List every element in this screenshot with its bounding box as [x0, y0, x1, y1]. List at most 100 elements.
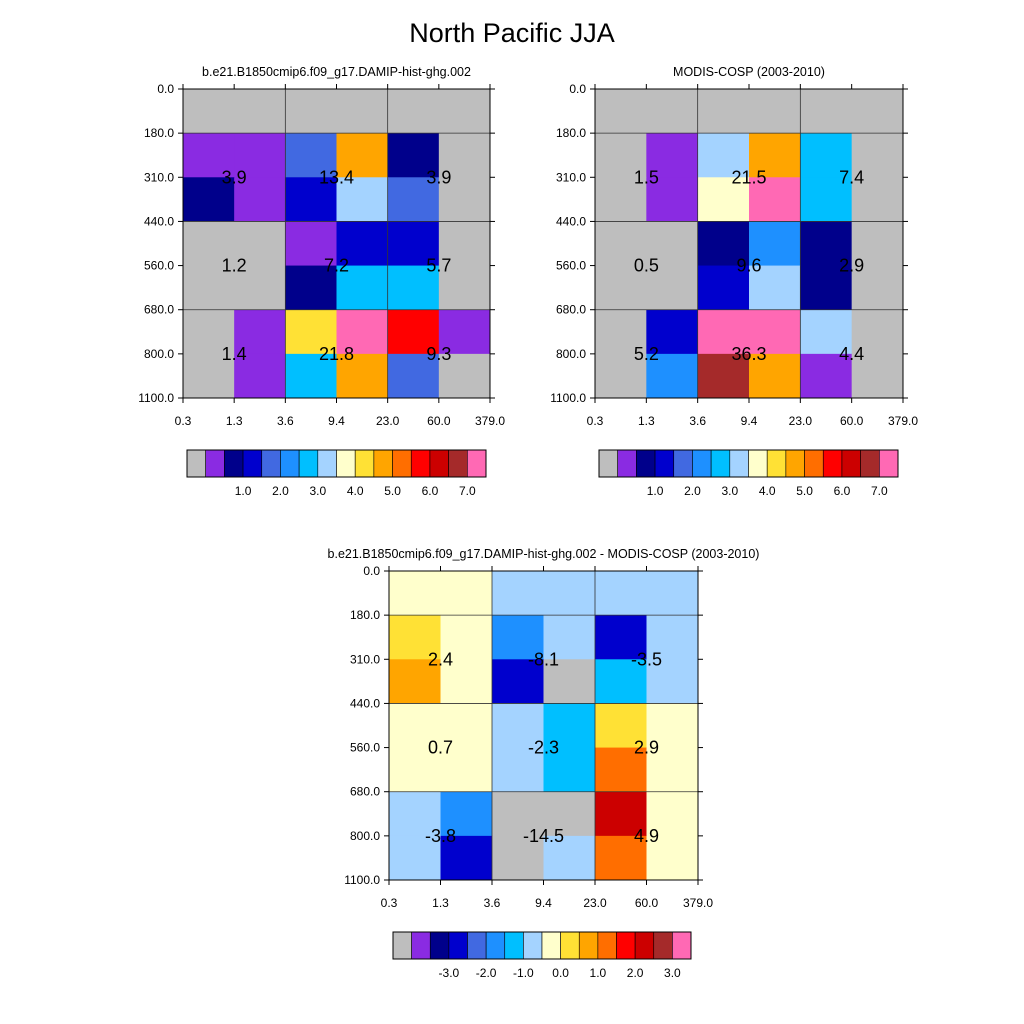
heatmap-cell — [183, 89, 235, 134]
data-label: -8.1 — [528, 649, 559, 669]
y-tick-label: 680.0 — [556, 303, 586, 317]
colorbar-swatch — [653, 931, 673, 960]
heatmap-cell — [697, 177, 750, 222]
heatmap-cell — [285, 309, 337, 355]
data-label: 13.4 — [319, 167, 354, 187]
heatmap-cell — [646, 571, 699, 616]
heatmap-cell — [389, 659, 441, 704]
heatmap-cell — [800, 265, 853, 311]
data-label: 3.9 — [222, 167, 247, 187]
heatmap-cell — [595, 703, 647, 749]
colorbar-label: 2.0 — [627, 966, 644, 980]
x-tick-label: 0.3 — [587, 414, 604, 428]
colorbar-label: 2.0 — [272, 484, 289, 498]
x-tick-label: 9.4 — [328, 414, 345, 428]
x-tick-label: 1.3 — [638, 414, 655, 428]
colorbar-label: 3.0 — [721, 484, 738, 498]
heatmap-cell — [492, 615, 544, 660]
data-label: 2.9 — [634, 738, 659, 758]
colorbar-swatch — [673, 449, 693, 478]
colorbar-swatch — [504, 931, 524, 960]
colorbar-label: 7.0 — [459, 484, 476, 498]
colorbar-swatch — [672, 931, 692, 960]
y-tick-label: 680.0 — [144, 303, 174, 317]
colorbar-swatch — [692, 449, 712, 478]
colorbar-swatch — [523, 931, 543, 960]
heatmap-cell — [438, 221, 491, 267]
heatmap-cell — [646, 177, 699, 222]
heatmap-cell — [851, 177, 904, 222]
heatmap-cell — [389, 791, 441, 837]
heatmap-cell — [183, 221, 235, 267]
heatmap-cell — [595, 353, 647, 399]
y-tick-label: 180.0 — [144, 126, 174, 140]
heatmap-cell — [646, 353, 699, 399]
y-tick-label: 800.0 — [350, 829, 380, 843]
heatmap-cell — [749, 353, 801, 399]
heatmap-cell — [595, 221, 647, 267]
heatmap-cell — [336, 353, 389, 399]
x-tick-label: 3.6 — [277, 414, 294, 428]
heatmap-cell — [285, 133, 337, 178]
heatmap-cell — [492, 571, 544, 616]
heatmap-cell — [285, 265, 337, 311]
colorbar-label: 5.0 — [796, 484, 813, 498]
y-tick-label: 0.0 — [157, 82, 174, 96]
heatmap-cell — [234, 265, 286, 311]
heatmap-cell — [595, 89, 647, 134]
heatmap-cell — [800, 221, 853, 267]
data-label: 0.5 — [634, 256, 659, 276]
heatmap-cell — [800, 309, 853, 355]
heatmap-cell — [543, 615, 596, 660]
heatmap-cell — [234, 177, 286, 222]
heatmap-cell — [595, 265, 647, 311]
heatmap-cell — [646, 221, 699, 267]
heatmap-cell — [595, 177, 647, 222]
data-label: 1.2 — [222, 256, 247, 276]
heatmap-cell — [438, 177, 491, 222]
heatmap-cell — [697, 221, 750, 267]
heatmap-cell — [285, 353, 337, 399]
colorbar-label: 0.0 — [552, 966, 569, 980]
heatmap-cell — [438, 133, 491, 178]
heatmap-cell — [183, 177, 235, 222]
x-tick-label: 379.0 — [683, 896, 713, 910]
colorbar-label: 6.0 — [834, 484, 851, 498]
colorbar-label: 4.0 — [759, 484, 776, 498]
y-tick-label: 440.0 — [144, 214, 174, 228]
x-tick-label: 3.6 — [484, 896, 501, 910]
heatmap-cell — [697, 89, 750, 134]
y-tick-label: 310.0 — [350, 652, 380, 666]
colorbar-swatch — [785, 449, 805, 478]
heatmap-cell — [285, 221, 337, 267]
data-label: -3.5 — [631, 649, 662, 669]
y-tick-label: 800.0 — [556, 347, 586, 361]
y-tick-label: 1100.0 — [344, 873, 380, 887]
y-tick-label: 180.0 — [350, 608, 380, 622]
heatmap-cell — [646, 659, 699, 704]
colorbar-label: 1.0 — [590, 966, 607, 980]
colorbar-label: 3.0 — [664, 966, 681, 980]
heatmap-cell — [646, 265, 699, 311]
heatmap-cell — [440, 659, 493, 704]
heatmap-cell — [336, 221, 389, 267]
colorbar-swatch — [598, 449, 618, 478]
y-tick-label: 800.0 — [144, 347, 174, 361]
colorbar-swatch — [392, 931, 412, 960]
heatmap-cell — [492, 835, 544, 881]
y-tick-label: 440.0 — [556, 214, 586, 228]
colorbar-swatch — [467, 931, 487, 960]
colorbar-swatch — [373, 449, 393, 478]
data-label: -3.8 — [425, 826, 456, 846]
panel-title: MODIS-COSP (2003-2010) — [673, 65, 825, 79]
x-tick-label: 379.0 — [475, 414, 505, 428]
colorbar-swatch — [448, 449, 468, 478]
y-tick-label: 560.0 — [144, 259, 174, 273]
heatmap-cell — [387, 133, 440, 178]
heatmap-cell — [800, 89, 853, 134]
heatmap-cell — [851, 309, 904, 355]
heatmap-cell — [440, 747, 493, 793]
data-label: 1.4 — [222, 344, 247, 364]
